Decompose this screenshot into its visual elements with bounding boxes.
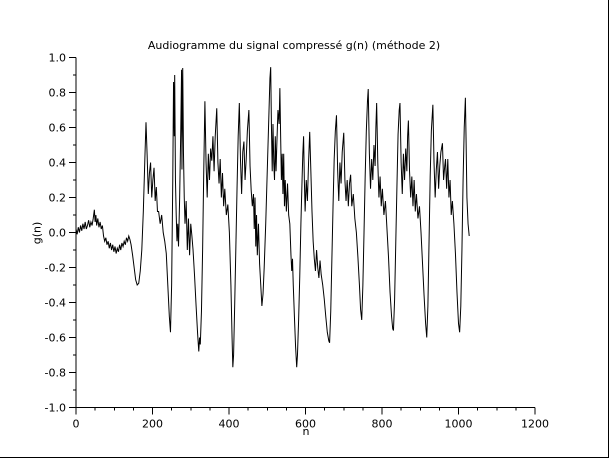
y-tick-label: -0.6 bbox=[45, 332, 66, 345]
x-axis-label: n bbox=[302, 425, 310, 438]
waveform-line bbox=[75, 67, 470, 368]
x-tick-label: 800 bbox=[372, 418, 393, 431]
y-tick-label: 0.0 bbox=[49, 227, 67, 240]
x-tick-label: 200 bbox=[142, 418, 163, 431]
x-tick-label: 1200 bbox=[521, 418, 549, 431]
x-tick-label: 600 bbox=[295, 418, 316, 431]
x-axis-ticks: 0 200 400 600 800 1000 1200 bbox=[73, 407, 549, 431]
x-tick-label: 400 bbox=[219, 418, 240, 431]
y-tick-label: -1.0 bbox=[45, 402, 66, 415]
y-axis-ticks: 1.0 0.8 0.6 0.4 0.2 0.0 -0.2 -0.4 -0.6 -0.8 -1.0 bbox=[45, 52, 76, 415]
x-tick-label: 0 bbox=[73, 418, 80, 431]
y-tick-label: 0.4 bbox=[49, 157, 67, 170]
x-tick-label: 1000 bbox=[445, 418, 473, 431]
y-tick-label: 1.0 bbox=[49, 52, 67, 65]
y-tick-label: -0.8 bbox=[45, 367, 66, 380]
y-tick-label: 0.2 bbox=[49, 192, 67, 205]
y-tick-label: 0.8 bbox=[49, 87, 67, 100]
y-tick-label: -0.2 bbox=[45, 262, 66, 275]
y-tick-label: -0.4 bbox=[45, 297, 66, 310]
axis-lines bbox=[75, 57, 535, 408]
chart-title: Audiogramme du signal compressé g(n) (mé… bbox=[147, 39, 441, 52]
y-tick-label: 0.6 bbox=[49, 122, 67, 135]
